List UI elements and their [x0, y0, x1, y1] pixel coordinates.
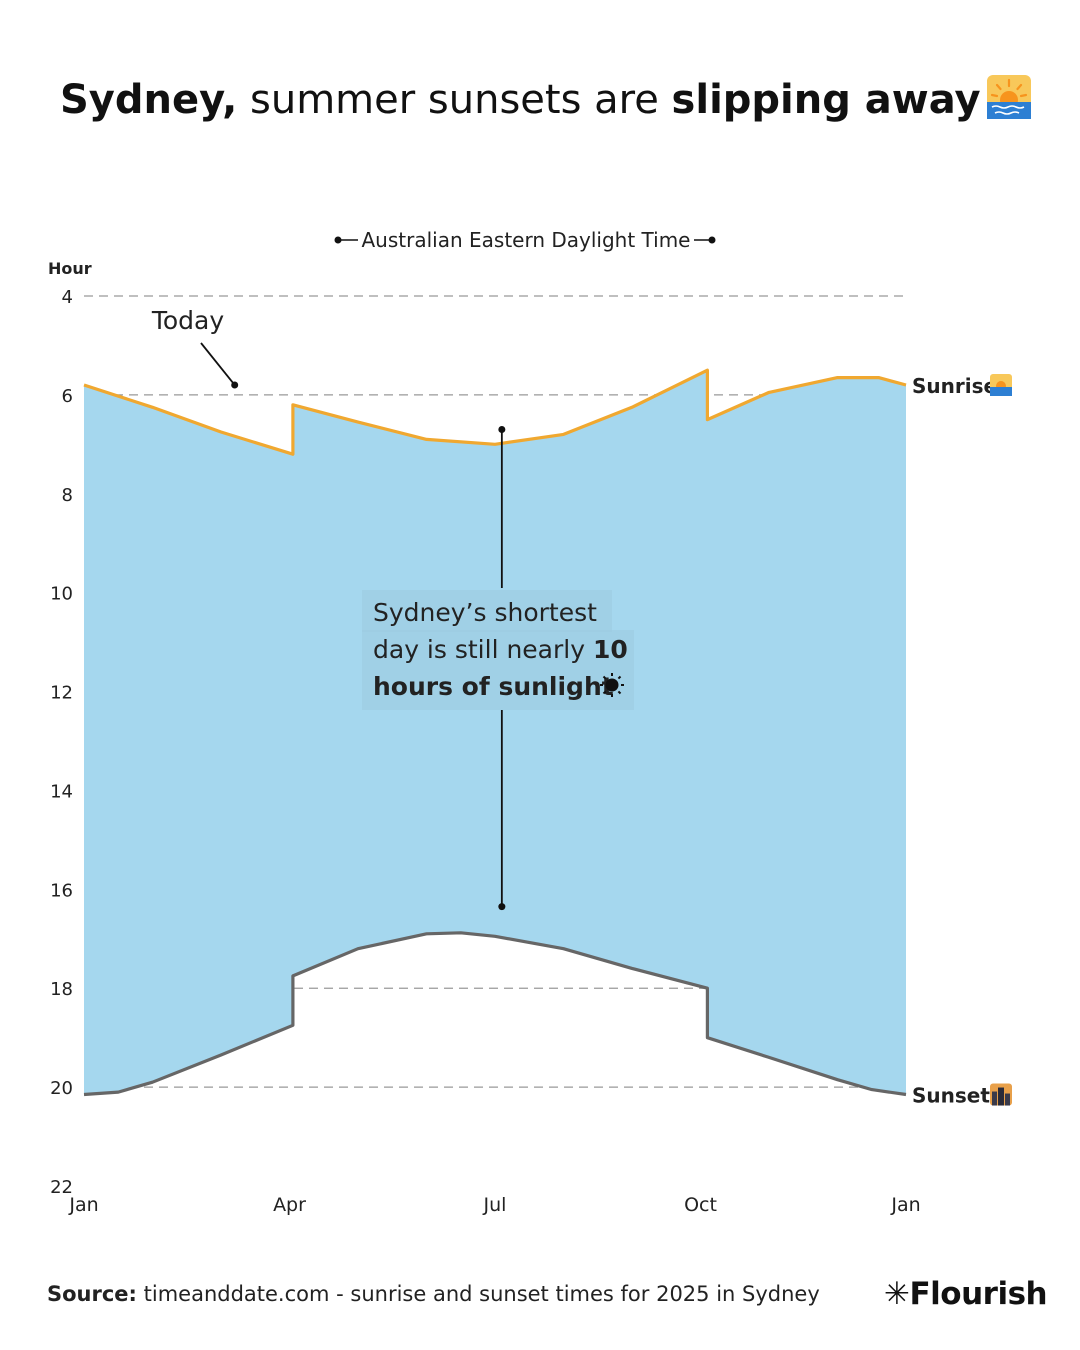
y-tick-label: 4	[62, 287, 73, 308]
today-pointer	[200, 342, 236, 386]
sun-core	[605, 678, 619, 692]
x-tick-label: Jan	[68, 1194, 98, 1216]
y-axis-label: Hour	[48, 259, 92, 278]
brand-name: Flourish	[909, 1276, 1048, 1312]
sunrise-label: Sunrise	[912, 374, 997, 398]
source-note: Source: timeanddate.com - sunrise and su…	[47, 1282, 820, 1306]
source-text: timeanddate.com - sunrise and sunset tim…	[136, 1282, 820, 1306]
asterisk-icon: ✳	[884, 1276, 910, 1312]
x-tick-label: Oct	[684, 1194, 717, 1216]
title-emphasis: slipping away	[671, 77, 981, 123]
cityscape-dusk-icon	[990, 1083, 1012, 1106]
sunset-label: Sunset	[912, 1084, 990, 1108]
sunset-line	[83, 931, 907, 1097]
sun-ray	[617, 690, 622, 695]
shortest-day-emphasis: hours of sunlight	[373, 672, 614, 701]
sunrise-icon	[990, 374, 1012, 396]
x-tick-label: Jul	[483, 1194, 507, 1216]
sun-ray	[602, 675, 607, 680]
daylight-area	[84, 370, 906, 1095]
axes: 4 6 8 10 12 14 16 18 20 22 Hour Jan Apr Jul Oct Jan	[48, 259, 921, 1216]
y-tick-label: 10	[50, 584, 73, 605]
sun-icon	[600, 673, 624, 697]
title-middle: summer sunsets are	[237, 77, 672, 123]
shortest-day-dot	[498, 903, 506, 911]
icon-building	[1005, 1093, 1010, 1106]
dst-label: Australian Eastern Daylight Time	[362, 228, 691, 252]
icon-building	[998, 1087, 1004, 1106]
annotation-box	[362, 590, 612, 632]
y-tick-label: 22	[50, 1177, 73, 1198]
y-tick-label: 12	[50, 683, 73, 704]
series-lines: Sunrise Sunset	[83, 368, 1012, 1108]
sunrise-line	[83, 368, 907, 456]
icon-building	[992, 1091, 997, 1106]
icon-sea	[990, 387, 1012, 396]
x-tick-label: Apr	[273, 1194, 306, 1216]
sun-ray	[602, 690, 607, 695]
flourish-logo: ✳Flourish	[884, 1276, 1048, 1312]
today-dot	[231, 381, 239, 389]
sun-ray	[617, 675, 622, 680]
shortest-day-emphasis: 10	[593, 635, 628, 664]
y-tick-label: 6	[62, 386, 73, 407]
daylight-fill	[84, 370, 906, 1095]
shortest-day-dot	[498, 426, 506, 433]
title-city: Sydney,	[60, 77, 238, 123]
y-tick-label: 18	[50, 979, 73, 1000]
shortest-day-text: day is still nearly 10	[373, 635, 628, 664]
y-tick-label: 20	[50, 1078, 73, 1099]
annotations: Australian Eastern Daylight Time Today Syd…	[151, 228, 716, 911]
sunrise-icon	[986, 75, 1031, 134]
shortest-day-text: Sydney’s shortest	[373, 598, 597, 627]
today-label: Today	[151, 306, 225, 335]
chart-title: Sydney, summer sunsets are slipping away	[60, 72, 1031, 134]
x-tick-label: Jan	[890, 1194, 920, 1216]
y-tick-label: 14	[50, 781, 73, 802]
y-tick-label: 16	[50, 880, 73, 901]
source-label: Source:	[47, 1282, 137, 1306]
y-tick-label: 8	[62, 485, 73, 506]
annotation-box	[362, 630, 634, 710]
